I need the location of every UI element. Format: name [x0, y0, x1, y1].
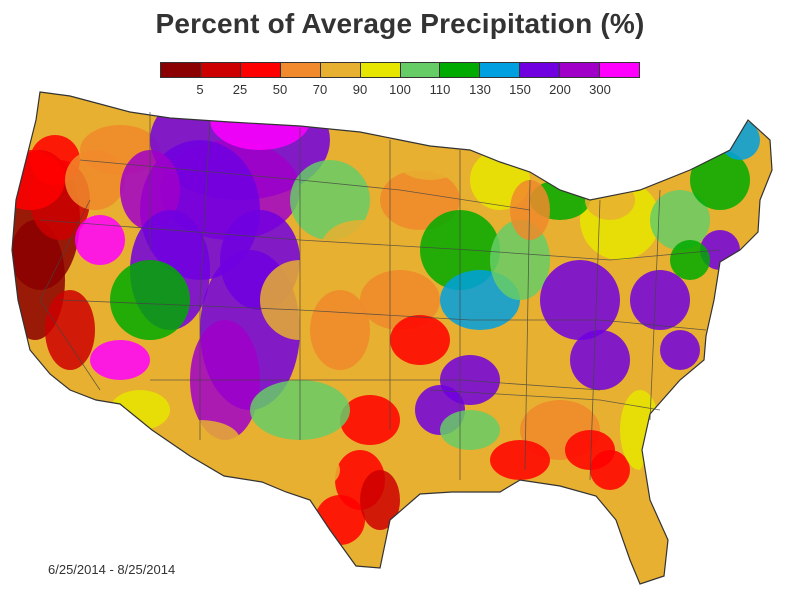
legend-tick-label: 50: [272, 82, 288, 97]
precip-patch: [360, 470, 400, 530]
precip-patch: [660, 330, 700, 370]
legend-swatch: [320, 63, 361, 77]
precip-patch: [90, 340, 150, 380]
precip-patch: [280, 450, 340, 490]
legend-swatch: [200, 63, 241, 77]
legend-tick-label: 130: [469, 82, 491, 97]
precip-patch: [340, 395, 400, 445]
precip-patch: [540, 260, 620, 340]
state-borders: [39, 112, 721, 481]
precip-patch: [320, 220, 400, 280]
map-title: Percent of Average Precipitation (%): [155, 8, 645, 39]
precip-patch: [110, 390, 170, 430]
precip-patch: [440, 410, 500, 450]
legend-tick-label: 100: [389, 82, 411, 97]
precip-patch: [45, 290, 95, 370]
legend-tick-label: 300: [589, 82, 611, 97]
legend-swatch: [240, 63, 281, 77]
legend-swatch: [161, 63, 201, 77]
precip-patch: [490, 220, 550, 300]
legend-tick-label: 110: [429, 82, 451, 97]
legend-swatch: [560, 63, 601, 77]
legend-swatch: [520, 63, 561, 77]
legend-tick-label: 5: [196, 82, 204, 97]
precip-patch: [490, 440, 550, 480]
precip-patch: [390, 315, 450, 365]
legend-tick-label: 150: [509, 82, 531, 97]
legend-tick-label: 90: [352, 82, 368, 97]
precip-patch: [650, 190, 710, 250]
precip-patch: [310, 290, 370, 370]
precip-patch: [290, 160, 370, 240]
us-outline: [11, 91, 773, 585]
precip-patch: [690, 150, 750, 210]
precipitation-map: [0, 86, 800, 586]
precip-patch: [580, 180, 660, 260]
date-range: 6/25/2014 - 8/25/2014: [48, 562, 176, 577]
color-legend: 5 25 50 70 90 100 110 130 150 200 300: [160, 62, 640, 98]
legend-swatch: [280, 63, 321, 77]
legend-swatches: [160, 62, 640, 78]
legend-swatch: [600, 63, 640, 77]
precip-patch: [110, 260, 190, 340]
legend-swatch: [360, 63, 401, 77]
precip-patch: [620, 390, 660, 470]
legend-tick-label: 200: [549, 82, 571, 97]
precip-patch: [315, 495, 365, 545]
legend-tick-label: 70: [312, 82, 328, 97]
legend-swatch: [400, 63, 441, 77]
precip-patch: [590, 450, 630, 490]
legend-swatch: [480, 63, 521, 77]
precip-patch: [390, 120, 470, 180]
legend-tick-label: 25: [232, 82, 248, 97]
precip-patch: [210, 92, 310, 150]
legend-swatch: [440, 63, 481, 77]
precip-patch: [75, 215, 125, 265]
precip-patch: [670, 240, 710, 280]
precip-patch: [630, 270, 690, 330]
us-map-svg: [11, 91, 773, 585]
precip-patch: [570, 330, 630, 390]
precip-patch: [380, 170, 460, 230]
